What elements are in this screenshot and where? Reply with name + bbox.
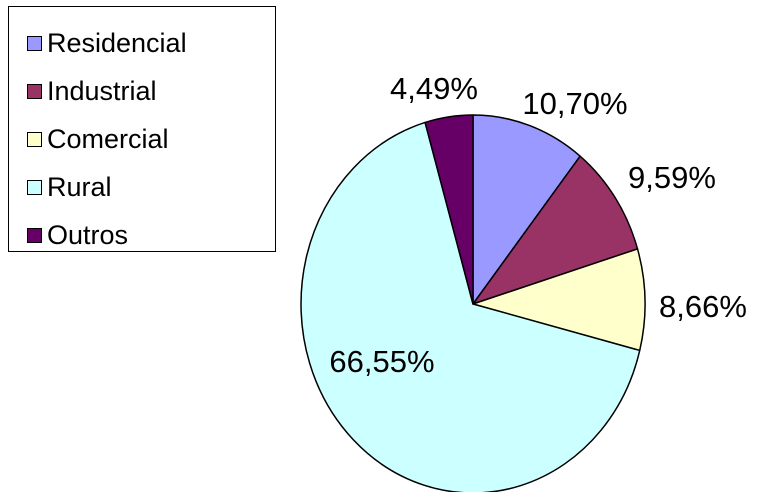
- legend-swatch-rural: [27, 179, 42, 195]
- legend-item-comercial: Comercial: [27, 121, 169, 157]
- pie-slice-industrial: [472, 155, 639, 305]
- data-label-residencial: 10,70%: [522, 86, 627, 121]
- legend-label-outros: Outros: [47, 219, 129, 250]
- legend-label-comercial: Comercial: [47, 123, 169, 154]
- data-label-outros: 4,49%: [390, 71, 478, 106]
- legend-label-residencial: Residencial: [47, 27, 187, 58]
- legend-swatch-outros: [27, 227, 42, 243]
- legend-label-industrial: Industrial: [47, 75, 157, 106]
- legend-item-residencial: Residencial: [27, 25, 187, 61]
- pie-slice-comercial: [472, 248, 646, 352]
- data-label-rural: 66,55%: [329, 344, 434, 379]
- legend-item-industrial: Industrial: [27, 73, 157, 109]
- legend-swatch-industrial: [27, 83, 42, 99]
- data-label-industrial: 9,59%: [628, 160, 716, 195]
- data-label-comercial: 8,66%: [659, 289, 747, 324]
- pie-slice-residencial: [472, 114, 581, 305]
- legend-swatch-residencial: [27, 35, 42, 51]
- legend-label-rural: Rural: [47, 171, 112, 202]
- legend-swatch-comercial: [27, 131, 42, 147]
- pie-labels: 10,70% 9,59% 8,66% 66,55% 4,49%: [329, 71, 747, 379]
- legend: Residencial Industrial Comercial Rural O…: [8, 6, 276, 252]
- legend-item-rural: Rural: [27, 169, 112, 205]
- pie-slice-rural: [300, 121, 641, 492]
- pie-slices: [300, 114, 646, 492]
- legend-item-outros: Outros: [27, 217, 128, 253]
- pie-slice-outros: [424, 114, 474, 305]
